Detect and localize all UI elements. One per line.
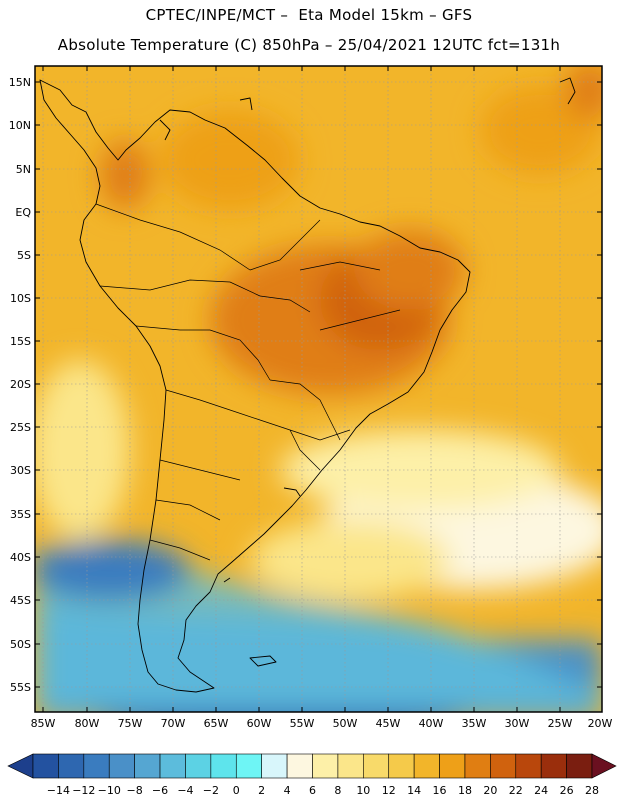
- colorbar-label: 20: [483, 784, 497, 797]
- lat-label: 45S: [10, 594, 31, 607]
- lat-label: 30S: [10, 464, 31, 477]
- colorbar-box: [540, 753, 567, 779]
- colorbar-label: 8: [334, 784, 341, 797]
- lat-label: 5S: [17, 249, 31, 262]
- lat-label: 55S: [10, 681, 31, 694]
- latitude-axis: 15N 10N 5N EQ 5S 10S 15S 20S 25S 30S 35S…: [9, 76, 602, 694]
- chart-title-line-2: Absolute Temperature (C) 850hPa – 25/04/…: [57, 36, 561, 54]
- colorbar-label: 4: [284, 784, 291, 797]
- lat-label: EQ: [15, 206, 31, 219]
- colorbar-label: 10: [356, 784, 370, 797]
- colorbar-label: 18: [458, 784, 472, 797]
- colorbar-label: 24: [534, 784, 548, 797]
- lon-label: 50W: [333, 717, 358, 730]
- colorbar-box: [337, 753, 364, 779]
- lat-label: 25S: [10, 421, 31, 434]
- colorbar-box: [464, 753, 491, 779]
- lon-label: 45W: [376, 717, 401, 730]
- lon-label: 25W: [548, 717, 573, 730]
- colorbar-label: −14: [47, 784, 70, 797]
- country-borders: [95, 203, 401, 561]
- longitude-axis: 85W 80W 75W 70W 65W 60W 55W 50W 45W 40W …: [31, 66, 613, 730]
- lat-label: 5N: [16, 163, 31, 176]
- lon-label: 30W: [505, 717, 530, 730]
- colorbar-label: −12: [72, 784, 95, 797]
- map-frame: [34, 65, 603, 713]
- lon-label: 80W: [75, 717, 100, 730]
- colorbar-box: [58, 753, 85, 779]
- colorbar-box: [439, 753, 466, 779]
- colorbar-label: 0: [233, 784, 240, 797]
- colorbar: −14 −12 −10 −8 −6 −4 −2 0 2 4 6 8 10 12 14 16 18 20 22 24 26…: [7, 753, 617, 797]
- lon-label: 70W: [161, 717, 186, 730]
- colorbar-box: [185, 753, 212, 779]
- colorbar-box: [210, 753, 237, 779]
- colorbar-box: [235, 753, 262, 779]
- colorbar-box: [566, 753, 593, 779]
- colorbar-box: [286, 753, 313, 779]
- lon-label: 55W: [290, 717, 315, 730]
- colorbar-label: 6: [309, 784, 316, 797]
- colorbar-label: 14: [407, 784, 421, 797]
- colorbar-box: [83, 753, 110, 779]
- temperature-field: [35, 66, 602, 712]
- colorbar-box: [312, 753, 339, 779]
- colorbar-upper-arrow: [591, 753, 617, 779]
- colorbar-box: [388, 753, 415, 779]
- colorbar-box: [261, 753, 288, 779]
- lon-label: 85W: [31, 717, 56, 730]
- lat-label: 10N: [9, 119, 31, 132]
- colorbar-box: [108, 753, 135, 779]
- colorbar-label: −6: [152, 784, 168, 797]
- lon-label: 75W: [118, 717, 143, 730]
- chart-title-line-1: CPTEC/INPE/MCT – Eta Model 15km – GFS: [145, 6, 473, 24]
- lat-label: 35S: [10, 508, 31, 521]
- lat-label: 40S: [10, 551, 31, 564]
- colorbar-label: 16: [433, 784, 447, 797]
- colorbar-label: 28: [585, 784, 599, 797]
- lon-label: 20W: [588, 717, 613, 730]
- colorbar-label: 2: [258, 784, 265, 797]
- colorbar-label: 12: [382, 784, 396, 797]
- colorbar-box: [363, 753, 390, 779]
- lat-label: 50S: [10, 638, 31, 651]
- colorbar-label: 22: [509, 784, 523, 797]
- lon-label: 35W: [462, 717, 487, 730]
- lat-label: 15N: [9, 76, 31, 89]
- lon-label: 65W: [204, 717, 229, 730]
- colorbar-box: [159, 753, 186, 779]
- colorbar-box: [134, 753, 161, 779]
- lon-label: 40W: [419, 717, 444, 730]
- coastlines: [39, 77, 576, 693]
- lon-label: 60W: [247, 717, 272, 730]
- lat-label: 15S: [10, 335, 31, 348]
- colorbar-label: 26: [560, 784, 574, 797]
- colorbar-box: [490, 753, 517, 779]
- lat-label: 10S: [10, 292, 31, 305]
- colorbar-box: [32, 753, 59, 779]
- graticule: [35, 66, 602, 712]
- colorbar-lower-arrow: [7, 753, 34, 779]
- colorbar-box: [413, 753, 440, 779]
- lat-label: 20S: [10, 378, 31, 391]
- colorbar-label: −10: [98, 784, 121, 797]
- colorbar-box: [515, 753, 542, 779]
- colorbar-label: −2: [203, 784, 219, 797]
- colorbar-label: −4: [177, 784, 193, 797]
- colorbar-label: −8: [127, 784, 143, 797]
